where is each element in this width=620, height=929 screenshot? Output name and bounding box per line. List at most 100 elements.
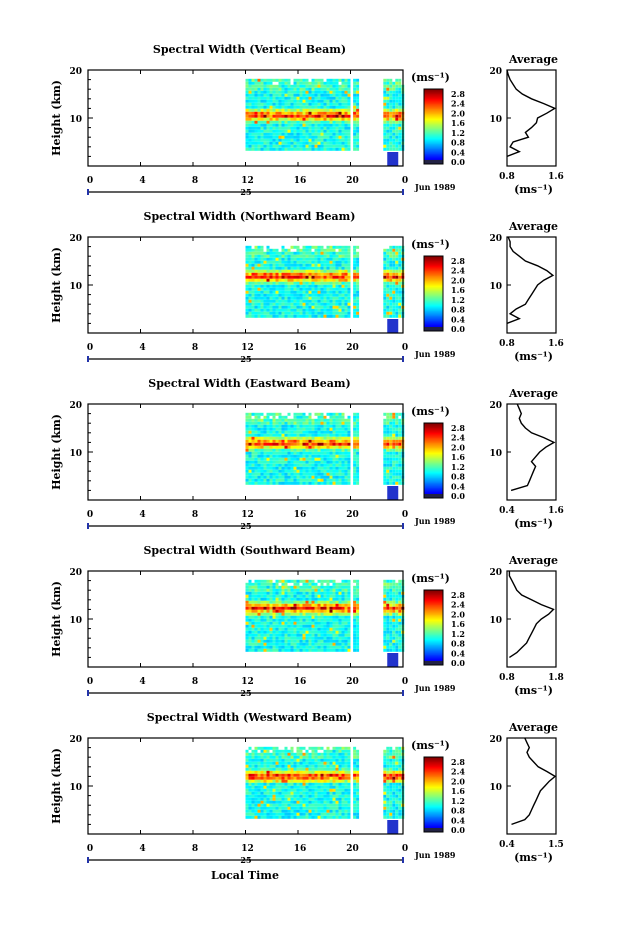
- heatmap-cell: [272, 448, 276, 452]
- heatmap-cell: [305, 302, 309, 306]
- heatmap-cell: [266, 439, 270, 443]
- heatmap-cell: [323, 260, 327, 264]
- x-tick-label: 0: [402, 343, 408, 353]
- heatmap-cell: [281, 785, 285, 789]
- heatmap-cell: [257, 272, 261, 276]
- heatmap-cell: [245, 463, 249, 467]
- heatmap-cell: [260, 773, 264, 777]
- heatmap-cell: [317, 138, 321, 142]
- heatmap-cell: [248, 311, 252, 315]
- heatmap-cell: [347, 248, 351, 252]
- heatmap-cell: [281, 308, 285, 312]
- heatmap-cell: [320, 87, 324, 91]
- heatmap-cell: [263, 445, 267, 449]
- heatmap-cell: [269, 251, 273, 255]
- heatmap-cell: [293, 636, 297, 640]
- heatmap-cell: [389, 612, 393, 616]
- heatmap-cell: [272, 755, 276, 759]
- heatmap-cell: [341, 594, 345, 598]
- heatmap-cell: [326, 275, 330, 279]
- heatmap-cell: [263, 588, 267, 592]
- heatmap-cell: [284, 433, 288, 437]
- heatmap-cell: [320, 457, 324, 461]
- heatmap-cell: [335, 260, 339, 264]
- heatmap-cell: [341, 427, 345, 431]
- heatmap-cell: [398, 141, 402, 145]
- heatmap-cell: [329, 272, 333, 276]
- colorbar-swatch: [424, 261, 443, 263]
- heatmap-cell: [335, 430, 339, 434]
- heatmap-cell: [275, 585, 279, 589]
- heatmap-cell: [353, 433, 357, 437]
- average-x-tick-label: 1.6: [548, 339, 564, 349]
- heatmap-cell: [275, 278, 279, 282]
- heatmap-cell: [269, 278, 273, 282]
- heatmap-cell: [320, 120, 324, 124]
- heatmap-cell: [248, 245, 252, 249]
- heatmap-cell: [287, 141, 291, 145]
- heatmap-cell: [281, 135, 285, 139]
- heatmap-cell: [248, 314, 252, 318]
- heatmap-cell: [251, 132, 255, 136]
- colorbar-swatch: [424, 271, 443, 273]
- heatmap-cell: [251, 81, 255, 85]
- heatmap-cell: [269, 788, 273, 792]
- heatmap-cell: [347, 472, 351, 476]
- heatmap-cell: [272, 412, 276, 416]
- heatmap-cell: [338, 90, 342, 94]
- heatmap-cell: [344, 624, 348, 628]
- heatmap-cell: [299, 275, 303, 279]
- colorbar-swatch: [424, 135, 443, 137]
- heatmap-cell: [308, 99, 312, 103]
- heatmap-cell: [266, 773, 270, 777]
- heatmap-cell: [284, 648, 288, 652]
- heatmap-cell: [335, 460, 339, 464]
- heatmap-cell: [356, 439, 360, 443]
- heatmap-cell: [356, 648, 360, 652]
- heatmap-cell: [263, 436, 267, 440]
- heatmap-cell: [305, 457, 309, 461]
- heatmap-cell: [248, 448, 252, 452]
- heatmap-cell: [263, 96, 267, 100]
- heatmap-cell: [305, 287, 309, 291]
- heatmap-cell: [299, 424, 303, 428]
- heatmap-cell: [248, 78, 252, 82]
- heatmap-cell: [302, 457, 306, 461]
- heatmap-cell: [311, 275, 315, 279]
- heatmap-cell: [311, 117, 315, 121]
- heatmap-cell: [341, 248, 345, 252]
- heatmap-cell: [305, 642, 309, 646]
- heatmap-cell: [356, 269, 360, 273]
- heatmap-cell: [269, 424, 273, 428]
- heatmap-cell: [278, 448, 282, 452]
- heatmap-cell: [305, 99, 309, 103]
- heatmap-cell: [317, 257, 321, 261]
- heatmap-cell: [251, 308, 255, 312]
- colorbar-tick-label: 2.8: [451, 590, 465, 600]
- heatmap-cell: [353, 266, 357, 270]
- heatmap-cell: [341, 275, 345, 279]
- heatmap-cell: [344, 117, 348, 121]
- heatmap-cell: [305, 585, 309, 589]
- heatmap-cell: [311, 433, 315, 437]
- heatmap-cell: [302, 254, 306, 258]
- heatmap-cell: [290, 469, 294, 473]
- heatmap-cell: [344, 436, 348, 440]
- heatmap-cell: [347, 90, 351, 94]
- colorbar-swatch: [424, 453, 443, 455]
- colorbar-swatch: [424, 91, 443, 94]
- heatmap-cell: [338, 275, 342, 279]
- heatmap-cell: [314, 269, 318, 273]
- heatmap-cell: [284, 266, 288, 270]
- heatmap-cell: [329, 251, 333, 255]
- heatmap-cell: [320, 308, 324, 312]
- heatmap-cell: [299, 457, 303, 461]
- colorbar-swatch: [424, 446, 443, 449]
- heatmap-cell: [398, 248, 402, 252]
- heatmap-cell: [347, 84, 351, 88]
- heatmap-cell: [347, 308, 351, 312]
- heatmap-cell: [389, 588, 393, 592]
- heatmap-cell: [290, 427, 294, 431]
- heatmap-cell: [317, 472, 321, 476]
- heatmap-cell: [347, 627, 351, 631]
